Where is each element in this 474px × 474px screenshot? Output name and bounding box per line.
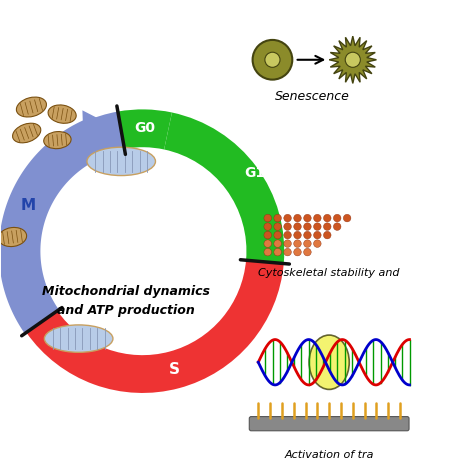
Circle shape — [304, 248, 311, 256]
Circle shape — [274, 240, 282, 247]
Text: G1: G1 — [244, 165, 265, 180]
Ellipse shape — [44, 132, 71, 149]
Circle shape — [304, 231, 311, 239]
Ellipse shape — [0, 228, 27, 246]
Text: G0: G0 — [134, 121, 155, 135]
Circle shape — [333, 214, 341, 222]
Circle shape — [284, 223, 292, 230]
Wedge shape — [118, 109, 172, 149]
Circle shape — [294, 231, 301, 239]
Ellipse shape — [87, 147, 155, 175]
Polygon shape — [0, 110, 121, 334]
Wedge shape — [27, 260, 284, 393]
Circle shape — [304, 240, 311, 247]
Circle shape — [314, 231, 321, 239]
Circle shape — [294, 240, 301, 247]
Circle shape — [323, 223, 331, 230]
Ellipse shape — [45, 325, 113, 352]
Circle shape — [284, 231, 292, 239]
Circle shape — [264, 223, 272, 230]
Circle shape — [294, 223, 301, 230]
Circle shape — [253, 40, 292, 80]
Circle shape — [294, 214, 301, 222]
Circle shape — [265, 52, 280, 67]
Circle shape — [264, 214, 272, 222]
Text: Cytoskeletal stability and: Cytoskeletal stability and — [258, 268, 400, 278]
Wedge shape — [0, 111, 124, 332]
Circle shape — [284, 248, 292, 256]
Circle shape — [284, 214, 292, 222]
Text: S: S — [169, 362, 180, 377]
Wedge shape — [164, 112, 284, 264]
Ellipse shape — [48, 105, 76, 123]
Text: and ATP production: and ATP production — [57, 304, 195, 317]
FancyBboxPatch shape — [249, 417, 409, 431]
Circle shape — [274, 214, 282, 222]
Ellipse shape — [13, 123, 41, 143]
Circle shape — [274, 248, 282, 256]
Circle shape — [274, 223, 282, 230]
Circle shape — [304, 223, 311, 230]
Circle shape — [264, 240, 272, 247]
Text: M: M — [21, 198, 36, 213]
Ellipse shape — [309, 335, 349, 390]
Circle shape — [345, 52, 360, 67]
Circle shape — [284, 240, 292, 247]
Circle shape — [274, 231, 282, 239]
Ellipse shape — [17, 97, 46, 117]
Circle shape — [304, 214, 311, 222]
Circle shape — [343, 214, 351, 222]
Circle shape — [314, 240, 321, 247]
Text: Mitochondrial dynamics: Mitochondrial dynamics — [42, 285, 210, 298]
Circle shape — [294, 248, 301, 256]
Text: Senescence: Senescence — [275, 91, 350, 103]
Circle shape — [323, 231, 331, 239]
Circle shape — [323, 214, 331, 222]
Circle shape — [314, 223, 321, 230]
Circle shape — [264, 231, 272, 239]
Circle shape — [264, 248, 272, 256]
Circle shape — [314, 214, 321, 222]
Text: Activation of tra: Activation of tra — [284, 450, 374, 460]
Polygon shape — [329, 36, 376, 83]
Circle shape — [333, 223, 341, 230]
